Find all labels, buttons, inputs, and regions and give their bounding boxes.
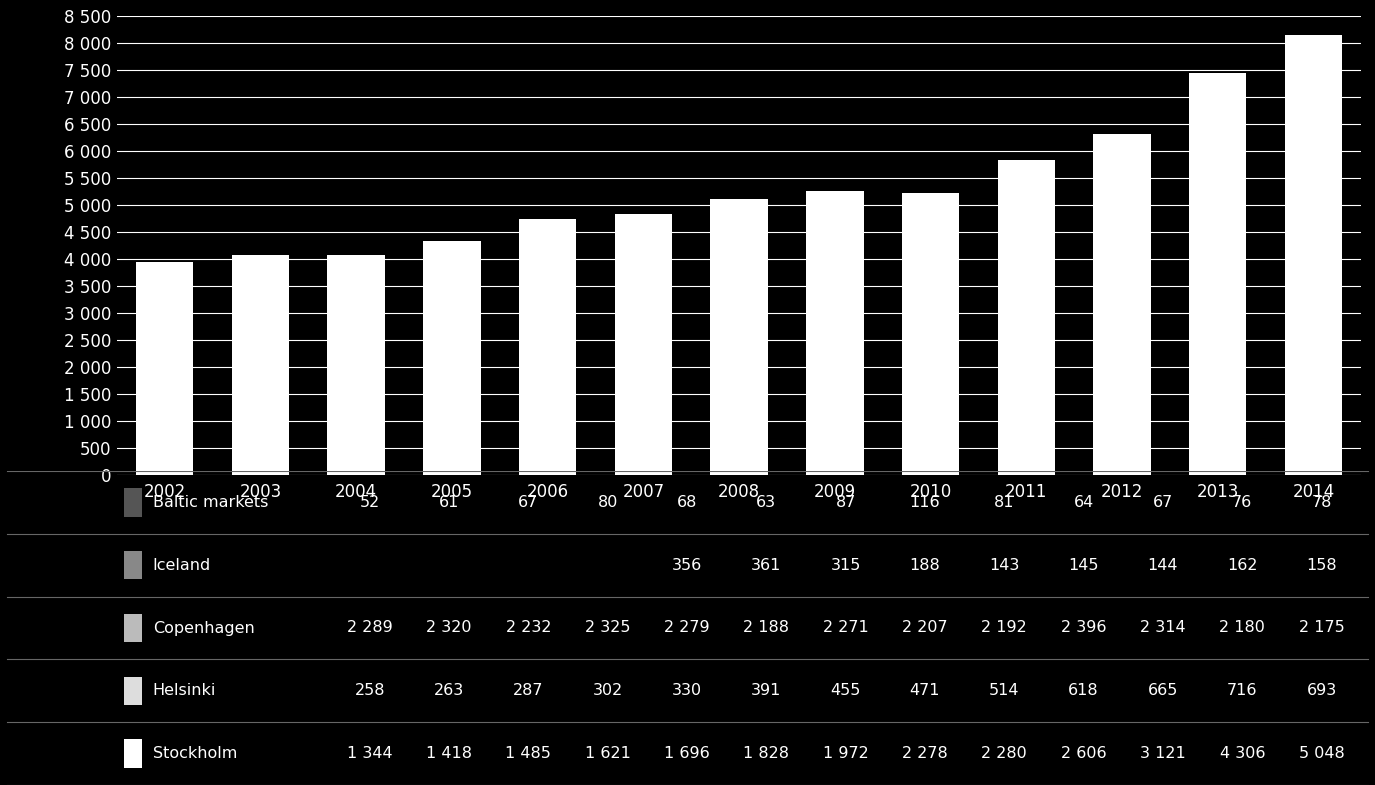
Text: 361: 361	[751, 557, 781, 573]
Bar	[615, 214, 672, 475]
Text: 3 121: 3 121	[1140, 746, 1185, 761]
Text: 80: 80	[598, 495, 617, 510]
Bar	[232, 255, 289, 475]
Text: 455: 455	[830, 683, 861, 699]
Text: 2 396: 2 396	[1062, 620, 1107, 636]
Text: 188: 188	[910, 557, 940, 573]
Text: 2 207: 2 207	[902, 620, 947, 636]
Text: 87: 87	[836, 495, 855, 510]
Text: 2 180: 2 180	[1220, 620, 1265, 636]
Text: 1 418: 1 418	[426, 746, 472, 761]
Text: 391: 391	[751, 683, 781, 699]
Text: 4 306: 4 306	[1220, 746, 1265, 761]
Bar	[518, 220, 576, 475]
Text: 2 175: 2 175	[1299, 620, 1345, 636]
Text: Baltic markets: Baltic markets	[153, 495, 268, 510]
Text: 116: 116	[910, 495, 940, 510]
Text: 2 279: 2 279	[664, 620, 710, 636]
Text: 76: 76	[1232, 495, 1253, 510]
Text: Copenhagen: Copenhagen	[153, 620, 254, 636]
Bar	[1189, 73, 1246, 475]
Bar	[124, 739, 142, 768]
Text: 52: 52	[359, 495, 380, 510]
Text: 258: 258	[355, 683, 385, 699]
Text: 2 289: 2 289	[346, 620, 392, 636]
Text: 2 278: 2 278	[902, 746, 947, 761]
Text: 1 344: 1 344	[346, 746, 392, 761]
Text: 64: 64	[1074, 495, 1093, 510]
Text: 81: 81	[994, 495, 1015, 510]
Text: 5 048: 5 048	[1299, 746, 1345, 761]
Text: 618: 618	[1068, 683, 1099, 699]
Text: 665: 665	[1148, 683, 1178, 699]
Text: 145: 145	[1068, 557, 1099, 573]
Text: 63: 63	[756, 495, 777, 510]
Text: 315: 315	[830, 557, 861, 573]
Bar	[1093, 134, 1151, 475]
Text: 2 280: 2 280	[982, 746, 1027, 761]
Text: 2 314: 2 314	[1140, 620, 1185, 636]
Text: Helsinki: Helsinki	[153, 683, 216, 699]
Bar	[1284, 35, 1342, 475]
Text: 68: 68	[676, 495, 697, 510]
Bar	[327, 255, 385, 475]
Text: 1 972: 1 972	[822, 746, 869, 761]
Text: 1 485: 1 485	[506, 746, 551, 761]
Text: 1 828: 1 828	[744, 746, 789, 761]
Bar	[806, 191, 864, 475]
Bar	[124, 614, 142, 642]
Text: 302: 302	[593, 683, 623, 699]
Text: 1 696: 1 696	[664, 746, 710, 761]
Text: 67: 67	[1152, 495, 1173, 510]
Text: 61: 61	[439, 495, 459, 510]
Text: Stockholm: Stockholm	[153, 746, 236, 761]
Text: 2 232: 2 232	[506, 620, 551, 636]
Bar	[424, 241, 481, 475]
Text: 78: 78	[1312, 495, 1332, 510]
Text: 2 606: 2 606	[1060, 746, 1107, 761]
Text: 287: 287	[513, 683, 543, 699]
Text: 263: 263	[434, 683, 465, 699]
Bar	[997, 160, 1055, 475]
Text: 356: 356	[672, 557, 703, 573]
Text: 471: 471	[910, 683, 940, 699]
Text: 67: 67	[518, 495, 539, 510]
Text: 144: 144	[1148, 557, 1178, 573]
Text: 1 621: 1 621	[584, 746, 631, 761]
Bar	[124, 488, 142, 517]
Bar	[124, 677, 142, 705]
Text: 162: 162	[1226, 557, 1258, 573]
Text: 2 320: 2 320	[426, 620, 472, 636]
Text: 158: 158	[1306, 557, 1336, 573]
Text: 330: 330	[672, 683, 703, 699]
Bar	[902, 193, 960, 475]
Text: 693: 693	[1306, 683, 1336, 699]
Text: 716: 716	[1226, 683, 1258, 699]
Text: Iceland: Iceland	[153, 557, 210, 573]
Bar	[124, 551, 142, 579]
Text: 2 325: 2 325	[584, 620, 630, 636]
Text: 514: 514	[989, 683, 1019, 699]
Text: 2 192: 2 192	[982, 620, 1027, 636]
Text: 143: 143	[989, 557, 1019, 573]
Bar	[711, 199, 767, 475]
Text: 2 271: 2 271	[822, 620, 869, 636]
Text: 2 188: 2 188	[744, 620, 789, 636]
Bar	[136, 262, 194, 475]
